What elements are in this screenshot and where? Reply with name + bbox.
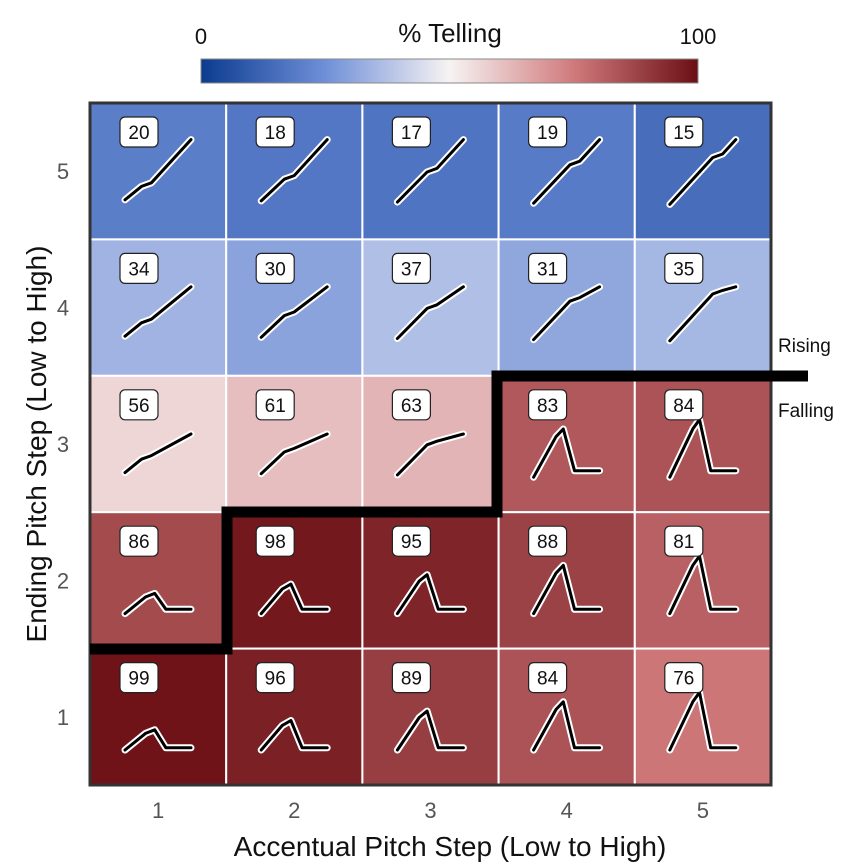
cell-label-box	[391, 252, 431, 284]
y-tick-label: 5	[57, 159, 69, 184]
cell-value-label: 20	[128, 123, 149, 144]
cell-value-label: 30	[265, 259, 286, 280]
cell-value-label: 15	[673, 123, 694, 144]
cell-value-label: 56	[128, 396, 149, 417]
cell-value-label: 37	[401, 259, 422, 280]
pitch-contour	[259, 432, 329, 476]
plot-frame	[88, 101, 773, 787]
cell-value-label: 89	[401, 669, 422, 690]
pitch-contour	[532, 700, 602, 752]
heatmap-cells: 20 18 17 19 15 34 30 37 31 35 56 61 63 83 84 86 98 95 88 81…	[89, 102, 772, 786]
cell-label-box	[527, 525, 568, 557]
cell-value-label: 34	[128, 259, 150, 280]
pitch-contour	[668, 138, 738, 206]
x-tick-label: 2	[288, 798, 300, 823]
pitch-contour	[259, 285, 329, 339]
cell-label-box	[527, 389, 568, 421]
pitch-contour	[532, 138, 602, 205]
colorbar-min-label: 0	[195, 24, 207, 49]
pitch-contour	[395, 138, 465, 204]
pitch-contour	[668, 285, 738, 343]
cell-value-label: 31	[537, 259, 558, 280]
pitch-contour	[259, 582, 329, 616]
pitch-contour	[532, 285, 602, 342]
cell-label-box	[391, 525, 431, 557]
colorbar-max-label: 100	[680, 24, 717, 49]
cell-label-box	[255, 525, 295, 557]
pitch-contour	[395, 285, 465, 340]
cell-label-box	[527, 661, 568, 694]
cell-value-label: 17	[401, 123, 422, 144]
cell-label-box	[255, 389, 295, 421]
pitch-contour	[123, 285, 193, 338]
pitch-contour	[123, 591, 193, 616]
y-axis-title: Ending Pitch Step (Low to High)	[21, 246, 52, 643]
pitch-contour	[395, 709, 465, 752]
pitch-contour	[395, 573, 465, 616]
cell-value-label: 76	[673, 669, 694, 690]
cell-value-label: 83	[537, 396, 558, 417]
cell-label-box	[119, 661, 159, 694]
colorbar: 0 100 % Telling	[195, 18, 717, 84]
cell-label-box	[527, 116, 568, 148]
cell-value-label: 84	[537, 669, 559, 690]
cell-label-box	[391, 389, 431, 421]
rising-falling-boundary	[90, 370, 808, 655]
colorbar-title: % Telling	[398, 18, 502, 48]
falling-label: Falling	[778, 401, 834, 422]
cell-label-box	[391, 116, 431, 148]
pitch-contour	[259, 719, 329, 752]
cell-value-label: 19	[537, 123, 558, 144]
cell-value-label: 18	[265, 123, 286, 144]
cell-label-box	[664, 389, 704, 421]
cell-value-label: 86	[128, 532, 149, 553]
pitch-contour	[395, 432, 465, 477]
pitch-contour	[532, 427, 602, 479]
pitch-contour	[123, 432, 193, 475]
cell-label-box	[664, 661, 704, 694]
x-tick-label: 3	[424, 798, 436, 823]
cell-label-box	[255, 661, 295, 694]
y-tick-label: 3	[57, 432, 69, 457]
cell-value-label: 35	[673, 259, 694, 280]
cell-value-label: 63	[401, 396, 422, 417]
pitch-contour	[259, 138, 329, 203]
cell-value-label: 96	[265, 669, 286, 690]
y-ticks: 1 2 3 4 5	[57, 159, 69, 730]
x-axis-title: Accentual Pitch Step (Low to High)	[234, 831, 667, 862]
cell-value-label: 98	[265, 532, 286, 553]
pitch-contour	[123, 728, 193, 752]
cell-value-label: 61	[265, 396, 286, 417]
x-ticks: 1 2 3 4 5	[152, 798, 709, 823]
cell-label-box	[527, 252, 568, 284]
cell-label-box	[119, 389, 159, 421]
cell-label-box	[664, 525, 704, 557]
cell-label-box	[255, 252, 295, 284]
cell-label-box	[255, 116, 295, 148]
cell-label-box	[664, 252, 704, 284]
colorbar-gradient	[200, 58, 699, 84]
pitch-contour	[123, 138, 193, 202]
cell-label-box	[119, 525, 159, 557]
cell-value-label: 88	[537, 532, 558, 553]
cell-label-box	[664, 116, 704, 148]
cell-value-label: 95	[401, 532, 422, 553]
x-tick-label: 5	[697, 798, 709, 823]
cell-label-box	[119, 116, 159, 148]
pitch-contour	[532, 563, 602, 616]
y-tick-label: 2	[57, 568, 69, 593]
y-tick-label: 1	[57, 705, 69, 730]
cell-value-label: 81	[673, 532, 694, 553]
x-tick-label: 4	[561, 798, 573, 823]
cell-label-box	[391, 661, 431, 694]
cell-value-label: 84	[673, 396, 695, 417]
y-tick-label: 4	[57, 296, 69, 321]
x-tick-label: 1	[152, 798, 164, 823]
cell-value-label: 99	[128, 669, 149, 690]
rising-label: Rising	[778, 336, 831, 357]
cell-label-box	[119, 252, 159, 284]
